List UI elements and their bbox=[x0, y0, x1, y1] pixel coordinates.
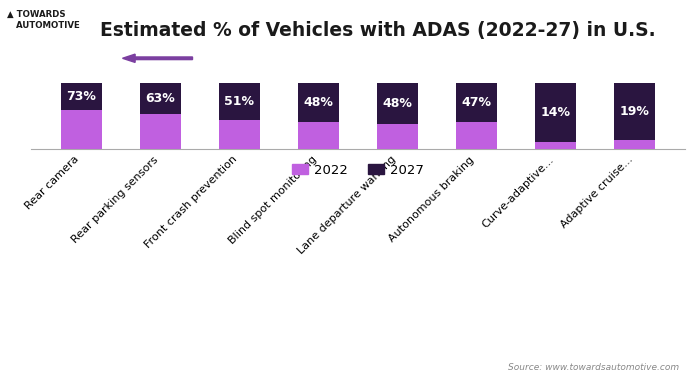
Bar bbox=[456, 122, 497, 149]
Bar bbox=[139, 114, 181, 149]
Bar bbox=[377, 124, 418, 149]
Text: Source: www.towardsautomotive.com: Source: www.towardsautomotive.com bbox=[508, 363, 679, 372]
Bar bbox=[456, 83, 497, 122]
Text: Estimated % of Vehicles with ADAS (2022-27) in U.S.: Estimated % of Vehicles with ADAS (2022-… bbox=[100, 21, 656, 40]
Text: 63%: 63% bbox=[146, 92, 175, 105]
Bar bbox=[614, 83, 655, 139]
Bar bbox=[535, 83, 576, 142]
Bar bbox=[61, 83, 102, 111]
Bar bbox=[535, 142, 576, 149]
Bar bbox=[218, 83, 260, 120]
Bar bbox=[298, 83, 339, 122]
Bar bbox=[614, 139, 655, 149]
Text: 47%: 47% bbox=[461, 96, 491, 109]
Bar bbox=[377, 83, 418, 124]
Bar bbox=[139, 83, 181, 114]
Bar bbox=[218, 120, 260, 149]
Text: 73%: 73% bbox=[66, 90, 96, 103]
Text: 19%: 19% bbox=[620, 105, 650, 118]
Text: 51%: 51% bbox=[224, 95, 254, 108]
Legend: 2022, 2027: 2022, 2027 bbox=[286, 158, 429, 182]
Text: ▲ TOWARDS
   AUTOMOTIVE: ▲ TOWARDS AUTOMOTIVE bbox=[7, 9, 80, 29]
Bar bbox=[61, 111, 102, 149]
Text: 14%: 14% bbox=[540, 106, 570, 119]
Text: 48%: 48% bbox=[303, 96, 333, 109]
Bar bbox=[298, 122, 339, 149]
Text: 48%: 48% bbox=[382, 97, 412, 110]
